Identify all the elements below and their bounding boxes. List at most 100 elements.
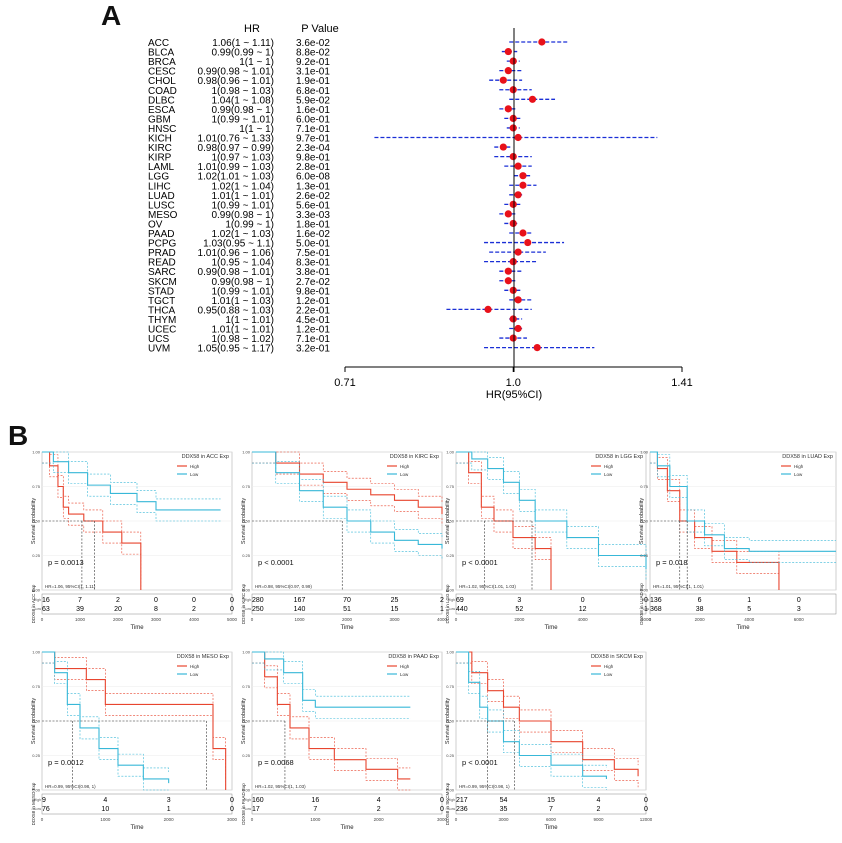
km-plot-meso: 0.00 0.25 0.50 0.75 1.00 Survival probability… — [31, 650, 238, 832]
km-risk-label-high: High — [34, 598, 41, 602]
km-xtick: 0 — [455, 617, 458, 622]
km-title: DDX58 in ACC Exp — [182, 454, 229, 460]
km-risk-low-count: 0 — [644, 806, 648, 813]
km-legend-high: High — [190, 464, 200, 469]
forest-label-pcpg: PCPG — [148, 239, 177, 250]
forest-label-acc: ACC — [148, 38, 169, 49]
km-risk-high-count: 0 — [230, 597, 234, 604]
km-risk-high-count: 0 — [440, 797, 444, 804]
km-risk-low-count: 140 — [294, 606, 306, 613]
km-xtick: 3000 — [389, 617, 400, 622]
km-plot-kirc: 0.00 0.25 0.50 0.75 1.00 Survival probability… — [241, 450, 448, 632]
forest-hr-text: 1.05(0.95 ~ 1.17) — [198, 344, 274, 355]
forest-hr-text: 1.02(1 ~ 1.03) — [211, 229, 274, 240]
forest-point — [504, 277, 512, 285]
forest-pvalue: 1.2e-01 — [296, 296, 330, 307]
forest-label-meso: MESO — [148, 210, 178, 221]
km-ytick: 1.00 — [32, 450, 41, 455]
forest-hr-text: 1.02(1.01 ~ 1.03) — [198, 172, 274, 183]
forest-point — [538, 38, 546, 46]
forest-label-laml: LAML — [148, 162, 175, 173]
forest-point — [514, 133, 522, 142]
forest-pvalue: 7.1e-01 — [296, 124, 330, 135]
km-title: DDX58 in KIRC Exp — [390, 454, 439, 460]
forest-hr-text: 1.01(0.99 ~ 1.03) — [198, 162, 274, 173]
forest-pvalue: 5.0e-01 — [296, 239, 330, 250]
km-xtick: 0 — [41, 817, 44, 822]
forest-label-dlbc: DLBC — [148, 95, 175, 106]
forest-pvalue: 1.8e-01 — [296, 219, 330, 230]
km-pvalue: p = 0.0068 — [258, 758, 294, 767]
forest-point — [504, 105, 512, 113]
km-ytick: 1.00 — [242, 450, 251, 455]
km-title: DDX58 in SKCM Exp — [591, 654, 643, 660]
km-risk-low-count: 250 — [252, 606, 264, 613]
km-risk-high-count: 16 — [42, 597, 50, 604]
forest-label-brca: BRCA — [148, 57, 176, 68]
km-legend-low: Low — [190, 672, 199, 677]
km-ylabel: Survival probability — [241, 498, 247, 544]
forest-pvalue: 2.6e-02 — [296, 191, 330, 202]
forest-label-kich: KICH — [148, 134, 172, 145]
km-legend-high: High — [400, 664, 410, 669]
forest-pvalue: 3.3e-03 — [296, 210, 330, 221]
km-ci-upper-high — [252, 651, 411, 769]
km-risk-label-low: Low — [643, 607, 650, 611]
km-risk-low-count: 3 — [797, 606, 801, 613]
forest-pvalue: 2.7e-02 — [296, 277, 330, 288]
km-xtick: 4000 — [744, 617, 755, 622]
forest-pvalue: 8.8e-02 — [296, 48, 330, 59]
km-risk-high-count: 7 — [78, 597, 82, 604]
forest-pvalue: 3.1e-01 — [296, 67, 330, 78]
km-ytick: 0.00 — [242, 788, 251, 793]
km-legend-low: Low — [604, 472, 613, 477]
km-ytick: 0.75 — [32, 484, 41, 489]
km-risk-high-count: 280 — [252, 597, 264, 604]
forest-hr-text: 0.98(0.97 ~ 0.99) — [198, 143, 274, 154]
km-legend-low: Low — [400, 672, 409, 677]
km-risk-low-count: 63 — [42, 606, 50, 613]
km-legend-high: High — [794, 464, 804, 469]
km-risk-low-count: 12 — [579, 606, 587, 613]
forest-hr-text: 1.01(0.96 ~ 1.06) — [198, 248, 274, 259]
km-risk-low-count: 38 — [696, 606, 704, 613]
km-risk-label-low: Low — [245, 807, 252, 811]
forest-pvalue: 2.8e-01 — [296, 162, 330, 173]
forest-hr-text: 1(0.99 ~ 1.01) — [211, 286, 274, 297]
forest-label-ov: OV — [148, 219, 163, 230]
forest-point — [509, 334, 517, 342]
forest-hr-text: 1(0.99 ~ 1.01) — [211, 200, 274, 211]
km-risk-table — [455, 593, 647, 615]
km-curve-low — [42, 651, 170, 784]
forest-label-chol: CHOL — [148, 76, 176, 87]
km-risk-low-count: 35 — [500, 806, 508, 813]
forest-hr-text: 1.02(1 ~ 1.04) — [211, 181, 274, 192]
km-risk-low-count: 1 — [167, 806, 171, 813]
km-hr: HR=1.06, 95%CI(1, 1.11) — [45, 584, 96, 589]
km-risk-label-high: High — [244, 598, 251, 602]
forest-hr-text: 0.95(0.88 ~ 1.03) — [198, 305, 274, 316]
km-title: DDX58 in LUAD Exp — [782, 454, 833, 460]
forest-hr-text: 0.99(0.98 ~ 1) — [211, 210, 274, 221]
km-xtick: 2000 — [164, 817, 175, 822]
km-risk-table — [41, 793, 233, 815]
km-risk-label-high: High — [642, 598, 649, 602]
km-ytick: 0.00 — [446, 788, 455, 793]
km-curve-high — [42, 451, 142, 590]
km-ytick: 0.75 — [640, 484, 649, 489]
km-risk-low-count: 7 — [549, 806, 553, 813]
forest-label-uvm: UVM — [148, 344, 170, 355]
forest-point — [509, 114, 517, 122]
km-ytick: 0.50 — [242, 519, 251, 524]
km-ytick: 0.00 — [242, 588, 251, 593]
forest-hr-text: 1(0.99 ~ 1.01) — [211, 114, 274, 125]
pvalue-column-header: P Value — [301, 23, 339, 35]
km-ylabel: Survival probability — [31, 698, 37, 744]
forest-pvalue: 1.2e-01 — [296, 325, 330, 336]
km-xtick: 2000 — [695, 617, 706, 622]
km-curve-low — [650, 451, 836, 552]
km-ci-upper-high — [42, 651, 226, 779]
forest-point — [514, 191, 522, 199]
km-hr: HR=1.02, 95%CI(1, 1.03) — [255, 784, 306, 789]
km-risk-high-count: 0 — [154, 597, 158, 604]
